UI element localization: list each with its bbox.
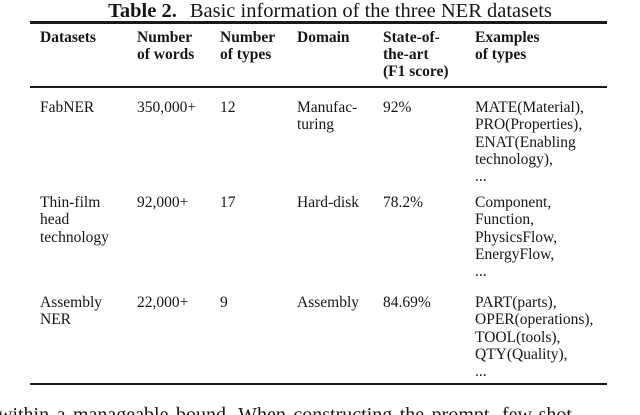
table-top-rule xyxy=(30,21,607,24)
cell-dataset: Assembly NER xyxy=(40,293,102,329)
ner-datasets-table: Datasets Number of words Number of types… xyxy=(30,21,607,385)
header-cell-datasets: Datasets xyxy=(40,28,96,46)
cell-dataset: FabNER xyxy=(40,98,95,116)
header-cell-examples-of-types: Examples of types xyxy=(475,28,540,63)
header-cell-state-of-the-art: State-of- the-art (F1 score) xyxy=(383,28,449,81)
table-title-caption: Basic information of the three NER datas… xyxy=(189,0,552,22)
clipped-body-text: within a manageable bound. When construc… xyxy=(0,404,572,415)
cell-domain: Hard-disk xyxy=(297,193,359,211)
table-row-fabner: FabNER 350,000+ 12 Manufac- turing 92% M… xyxy=(30,99,607,186)
table-header-row: Datasets Number of words Number of types… xyxy=(30,24,607,86)
table-title: Table 2. Basic information of the three N… xyxy=(0,0,640,22)
cell-types: 12 xyxy=(220,98,236,116)
cell-sota: 84.69% xyxy=(383,293,431,311)
header-cell-number-of-words: Number of words xyxy=(137,28,195,63)
header-cell-domain: Domain xyxy=(297,28,350,46)
cell-words: 92,000+ xyxy=(137,193,189,211)
cell-sota: 92% xyxy=(383,98,412,116)
cell-dataset: Thin-film head technology xyxy=(40,193,109,246)
cell-examples: MATE(Material), PRO(Properties), ENAT(En… xyxy=(475,98,584,186)
cell-domain: Manufac- turing xyxy=(297,98,358,134)
table-bottom-rule xyxy=(30,382,607,385)
table-row-thin-film: Thin-film head technology 92,000+ 17 Har… xyxy=(30,194,607,281)
cell-examples: PART(parts), OPER(operations), TOOL(tool… xyxy=(475,293,594,381)
header-cell-number-of-types: Number of types xyxy=(220,28,276,63)
cell-domain: Assembly xyxy=(297,293,359,311)
cell-words: 350,000+ xyxy=(137,98,197,116)
table-title-label: Table 2. xyxy=(108,0,177,22)
cell-types: 17 xyxy=(220,193,236,211)
table-mid-rule xyxy=(30,85,607,88)
cell-examples: Component, Function, PhysicsFlow, Energy… xyxy=(475,193,558,281)
table-row-assembly-ner: Assembly NER 22,000+ 9 Assembly 84.69% P… xyxy=(30,294,607,381)
cell-words: 22,000+ xyxy=(137,293,189,311)
cell-sota: 78.2% xyxy=(383,193,424,211)
cell-types: 9 xyxy=(220,293,228,311)
